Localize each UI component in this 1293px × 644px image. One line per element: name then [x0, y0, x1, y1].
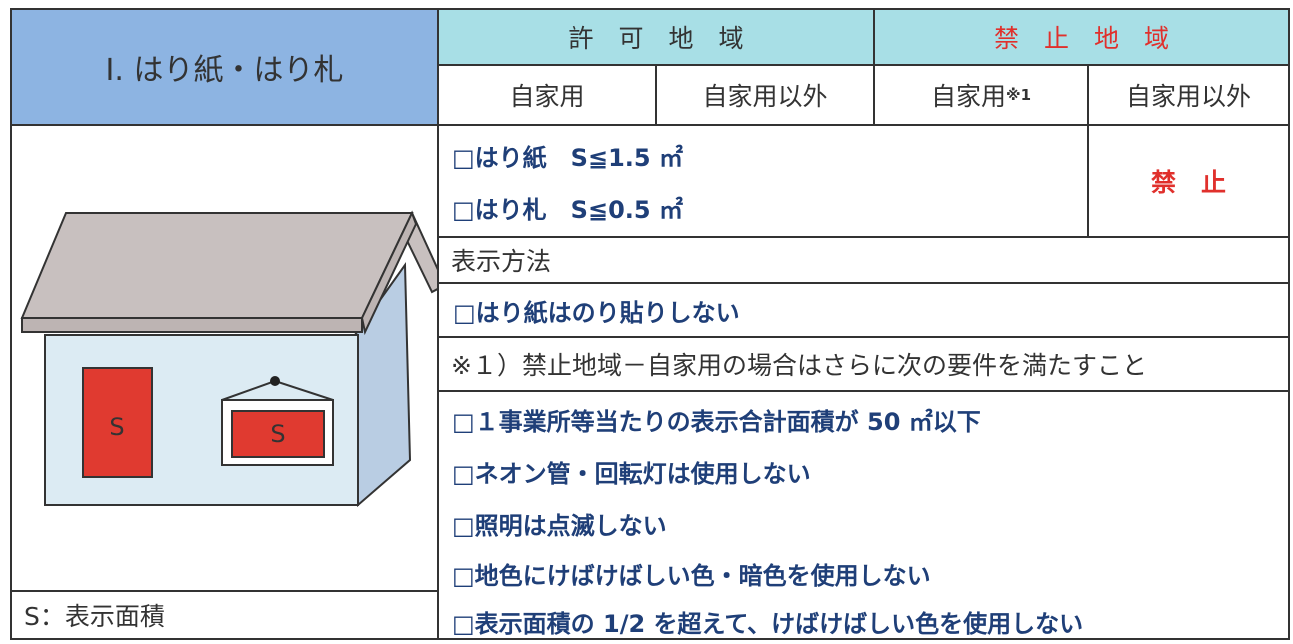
prohibited: 禁 止 地 域	[993, 24, 1169, 53]
illustration-cell: S S	[10, 124, 439, 592]
column: 自家用以外	[1087, 64, 1290, 126]
column-label: 自家用以外	[702, 82, 828, 111]
legend-cell: S：表示面積	[10, 590, 439, 640]
note-items-cell	[437, 390, 1290, 640]
column-note: ※1	[1005, 86, 1032, 104]
legend: S：表示面積	[24, 602, 165, 631]
column-label: 自家用	[509, 82, 585, 111]
permitted-header: 許 可 地 域	[437, 8, 875, 66]
column: 自家用 ※1	[873, 64, 1089, 126]
title-cell: Ⅰ. はり紙・はり札	[10, 8, 439, 126]
allowed-item: □はり紙 S≦1.5 ㎡	[452, 144, 683, 172]
prohibited-header: 禁 止 地 域	[873, 8, 1290, 66]
note-title: ※１）禁止地域－自家用の場合はさらに次の要件を満たすこと	[451, 351, 1147, 380]
prohibited-label: 禁 止	[1150, 168, 1226, 197]
note-item: □地色にけばけばしい色・暗色を使用しない	[452, 562, 931, 590]
column-label: 自家用	[930, 82, 1006, 111]
column: 自家用以外	[655, 64, 875, 126]
method-item-cell: □はり紙はのり貼りしない	[437, 282, 1290, 338]
sign-label: S	[270, 420, 285, 448]
column-label: 自家用以外	[1125, 82, 1251, 111]
permitted: 許 可 地 域	[568, 24, 744, 53]
prohibited-cell: 禁 止	[1087, 124, 1290, 238]
method-title: 表示方法	[451, 247, 552, 276]
method-item: □はり紙はのり貼りしない	[453, 298, 740, 327]
sign-label: S	[109, 413, 124, 441]
note-item: □表示面積の 1/2 を超えて、けばけばしい色を使用しない	[452, 610, 1084, 638]
note-item: □照明は点滅しない	[452, 512, 667, 540]
column: 自家用	[437, 64, 657, 126]
title: Ⅰ. はり紙・はり札	[105, 53, 344, 88]
note-item: □ネオン管・回転灯は使用しない	[452, 460, 811, 488]
method-title-cell: 表示方法	[437, 236, 1290, 284]
note-item: □１事業所等当たりの表示合計面積が 50 ㎡以下	[452, 408, 981, 436]
note-title-cell: ※１）禁止地域－自家用の場合はさらに次の要件を満たすこと	[437, 336, 1290, 392]
house-illustration: S S	[20, 210, 437, 508]
allowed-item: □はり札 S≦0.5 ㎡	[452, 196, 683, 224]
